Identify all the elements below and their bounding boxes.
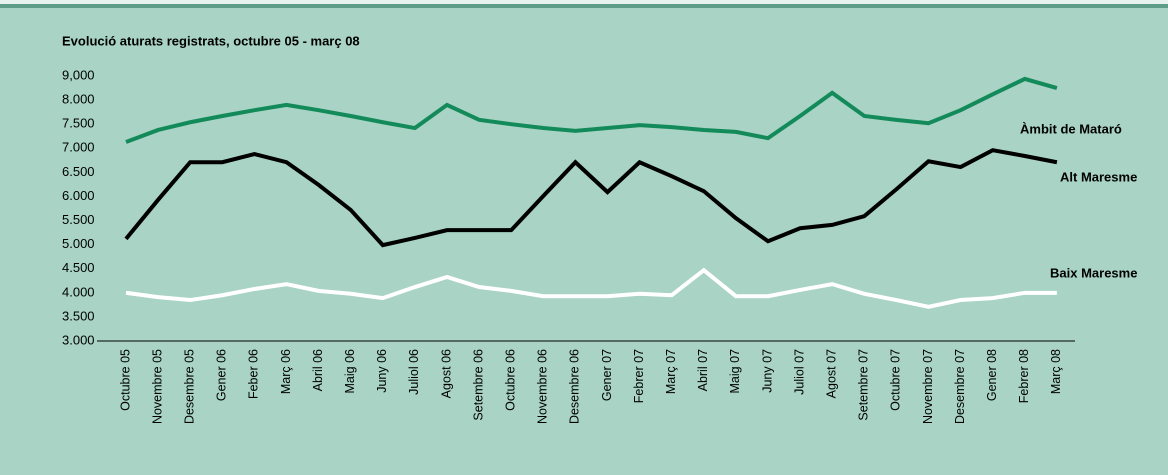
x-tick-label: Juny 06 — [375, 349, 389, 393]
y-tick-label: 5.000 — [62, 236, 95, 251]
x-tick-label: Febrer 07 — [632, 349, 646, 403]
top-rule — [0, 4, 1168, 8]
x-tick-label: Març 07 — [664, 349, 678, 394]
x-tick-label: Juliol 07 — [792, 349, 806, 395]
x-tick-label: Gener 07 — [600, 349, 614, 401]
x-tick-label: Març 06 — [279, 349, 293, 394]
series-label: Àmbit de Mataró — [1020, 121, 1122, 136]
x-tick-label: Novembre 07 — [921, 349, 935, 424]
x-tick-label: Octubre 06 — [503, 349, 517, 411]
y-tick-label: 3.500 — [62, 308, 95, 323]
x-tick-label: Desembre 06 — [568, 349, 582, 424]
x-tick-label: Octubre 05 — [118, 349, 132, 411]
series-label: Alt Maresme — [1060, 169, 1137, 184]
y-tick-label: 9,000 — [62, 67, 95, 82]
x-tick-label: Novembre 06 — [536, 349, 550, 424]
y-tick-label: 4.000 — [62, 284, 95, 299]
x-tick-label: Desembre 05 — [182, 349, 196, 424]
x-tick-label: Agost 07 — [824, 349, 838, 398]
y-tick-label: 4.500 — [62, 260, 95, 275]
x-tick-label: Agost 06 — [439, 349, 453, 398]
y-tick-label: 5.500 — [62, 212, 95, 227]
y-tick-label: 8.000 — [62, 92, 95, 107]
x-tick-label: Juliol 06 — [407, 349, 421, 395]
series-label: Baix Maresme — [1050, 265, 1137, 280]
chart-title: Evolució aturats registrats, octubre 05 … — [62, 33, 360, 48]
x-tick-label: Febrer 08 — [1017, 349, 1031, 403]
y-tick-label: 7.000 — [62, 140, 95, 155]
x-tick-label: Març 08 — [1049, 349, 1063, 394]
x-tick-label: Novembre 05 — [150, 349, 164, 424]
y-tick-label: 3.000 — [62, 332, 95, 347]
x-tick-label: Gener 06 — [215, 349, 229, 401]
top-band — [0, 0, 1168, 4]
x-tick-label: Maig 07 — [728, 349, 742, 394]
series-line — [125, 267, 1057, 309]
x-tick-label: Maig 06 — [343, 349, 357, 394]
x-tick-label: Setembre 06 — [471, 349, 485, 421]
x-tick-label: Feber 06 — [247, 349, 261, 399]
series-line — [125, 76, 1058, 144]
x-tick-label: Abril 06 — [311, 349, 325, 391]
x-tick-label: Abril 07 — [696, 349, 710, 391]
series-line — [124, 148, 1058, 248]
y-tick-label: 6.000 — [62, 188, 95, 203]
x-tick-label: Octubre 07 — [889, 349, 903, 411]
y-tick-label: 6.500 — [62, 164, 95, 179]
x-tick-label: Setembre 07 — [857, 349, 871, 421]
x-tick-label: Gener 08 — [985, 349, 999, 401]
y-tick-label: 7.500 — [62, 116, 95, 131]
x-tick-label: Desembre 07 — [953, 349, 967, 424]
x-tick-label: Juny 07 — [760, 349, 774, 393]
